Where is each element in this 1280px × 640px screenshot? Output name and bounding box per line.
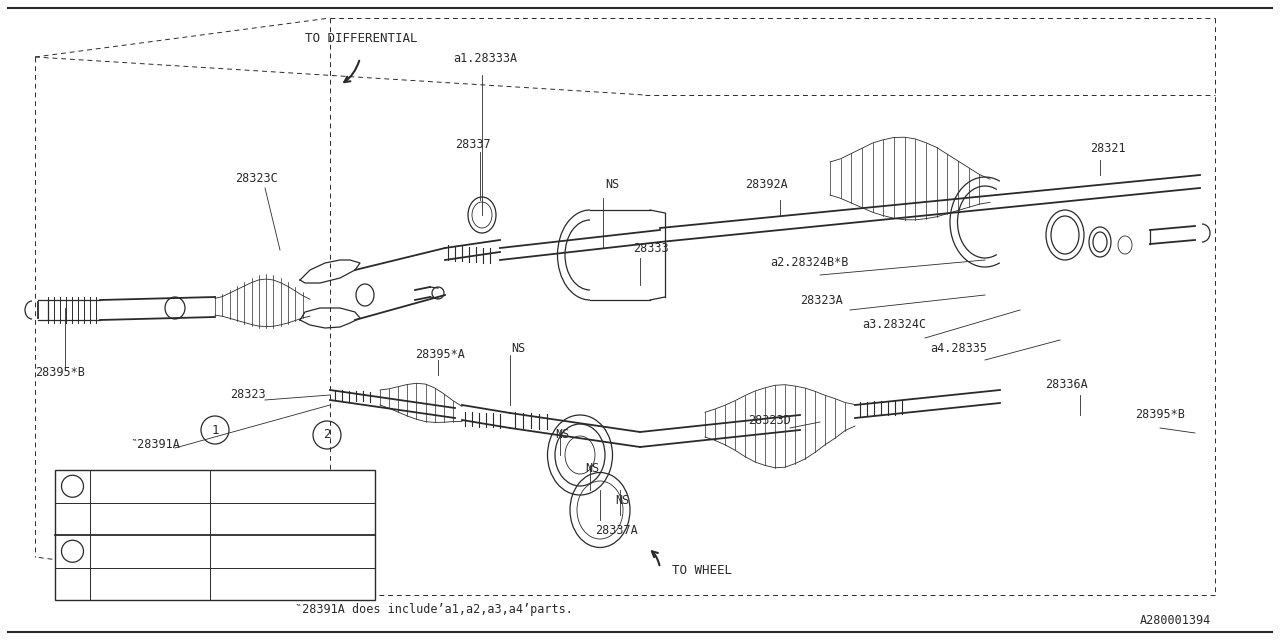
Text: 2: 2 (69, 547, 76, 556)
Text: TO DIFFERENTIAL: TO DIFFERENTIAL (305, 31, 417, 45)
Text: FRONT: FRONT (95, 472, 133, 504)
Text: 2: 2 (324, 429, 330, 442)
Text: A280001394: A280001394 (1140, 614, 1211, 627)
Text: 28324B*A: 28324B*A (96, 577, 154, 590)
Text: 28321: 28321 (1091, 141, 1125, 154)
Text: ‶28391A: ‶28391A (131, 438, 180, 451)
Text: 1: 1 (69, 481, 76, 492)
Text: a4.28335: a4.28335 (931, 342, 987, 355)
Text: 28323D: 28323D (748, 413, 791, 426)
Text: NS: NS (585, 461, 599, 474)
Text: ‶28391A does includeʼa1,a2,a3,a4ʼparts.: ‶28391A does includeʼa1,a2,a3,a4ʼparts. (294, 604, 573, 616)
Text: 28395*B: 28395*B (35, 365, 84, 378)
Text: 28324C: 28324C (96, 512, 138, 525)
Text: 28323C: 28323C (236, 172, 278, 184)
Text: a3.28324C: a3.28324C (861, 319, 927, 332)
Text: 28395*A: 28395*A (415, 349, 465, 362)
Text: a1.28333A: a1.28333A (453, 51, 517, 65)
Text: NS: NS (614, 493, 630, 506)
Text: 28323A: 28323A (800, 294, 842, 307)
Bar (55, 470, 375, 600)
Text: 28324: 28324 (96, 545, 132, 557)
Text: 1: 1 (211, 424, 219, 436)
Text: S.24F+□BK: S.24F+□BK (216, 480, 280, 493)
Text: NS: NS (605, 179, 620, 191)
Text: 28337A: 28337A (595, 524, 637, 536)
Text: 28336A: 28336A (1044, 378, 1088, 392)
Text: 28337: 28337 (454, 138, 490, 152)
Text: NS: NS (556, 429, 570, 442)
Text: 28323: 28323 (230, 388, 266, 401)
Text: NS: NS (511, 342, 525, 355)
Text: S.24F+□BK.25D: S.24F+□BK.25D (216, 545, 308, 557)
Text: 28324A: 28324A (96, 480, 138, 493)
Text: TO WHEEL: TO WHEEL (672, 563, 732, 577)
Text: 28392A: 28392A (745, 179, 787, 191)
Text: a2.28324B*B: a2.28324B*B (771, 255, 849, 269)
Text: 28333: 28333 (634, 241, 668, 255)
Text: S.25D: S.25D (216, 512, 252, 525)
Text: S.25D+□BK.24F: S.25D+□BK.24F (216, 577, 308, 590)
Text: 28395*B: 28395*B (1135, 408, 1185, 422)
